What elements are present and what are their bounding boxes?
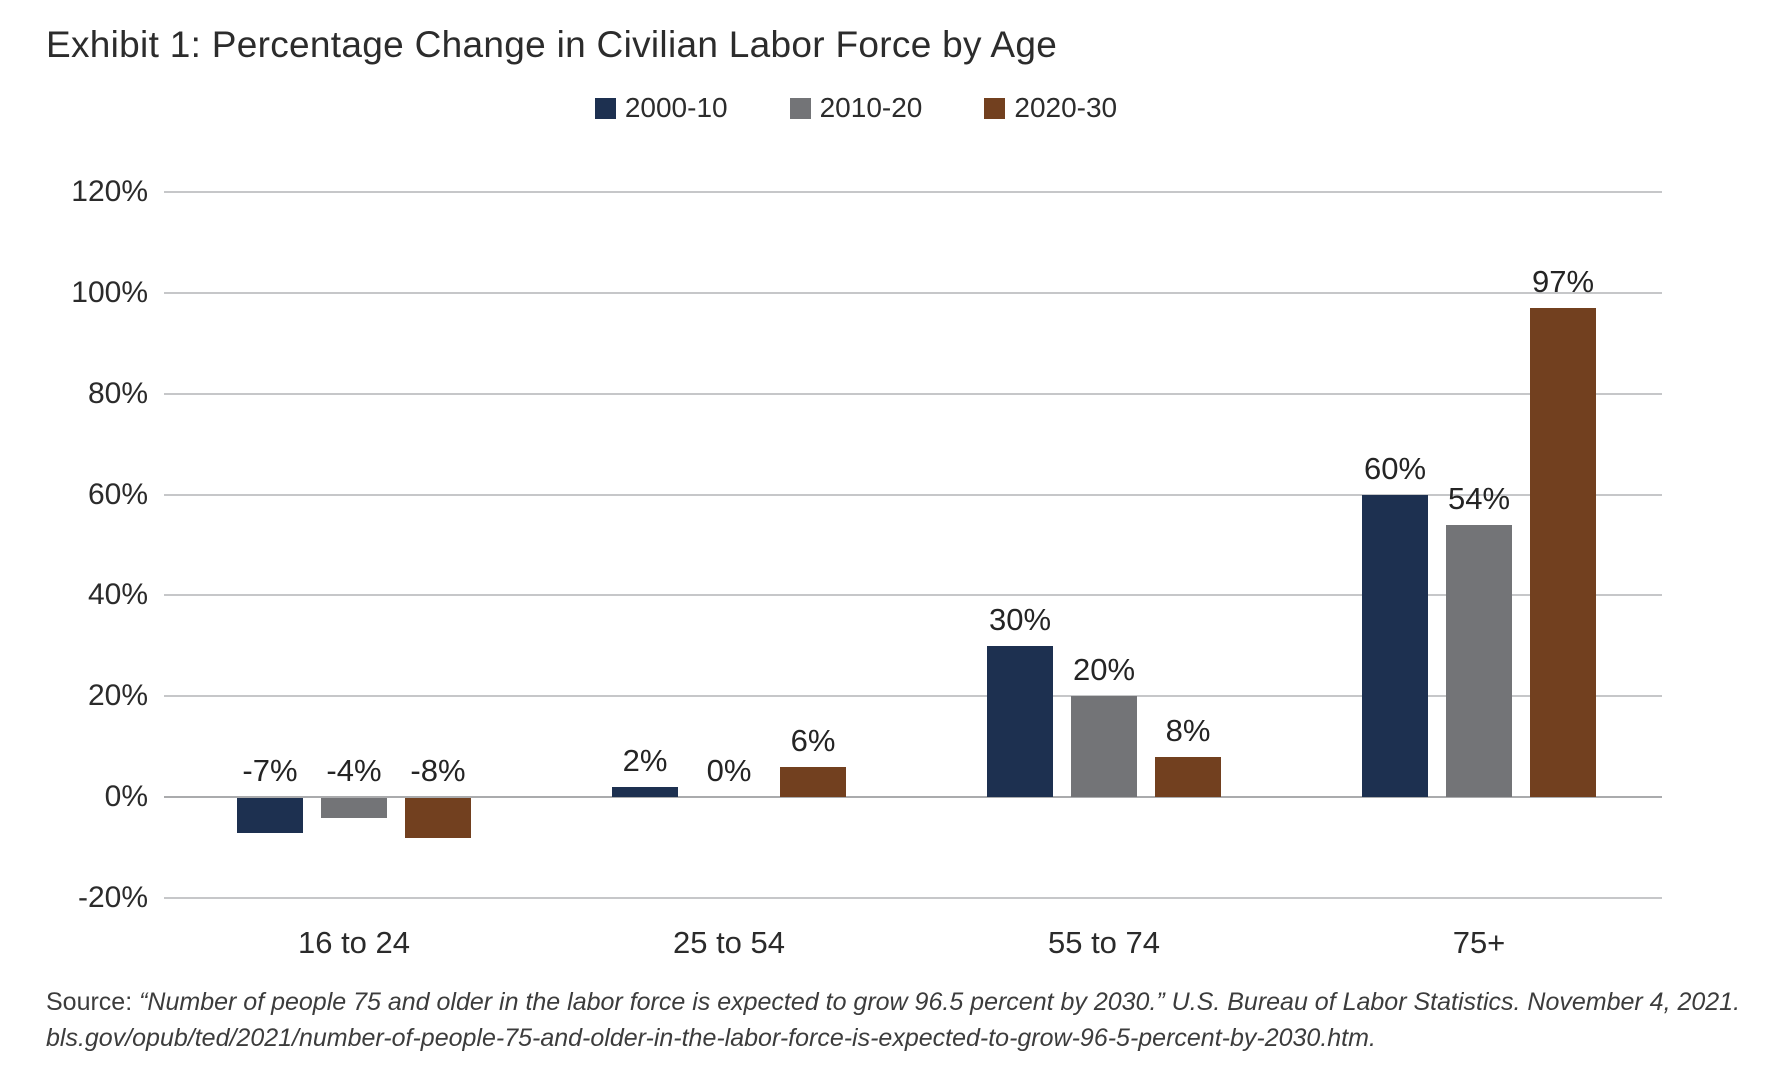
legend-item-2010-20: 2010-20: [789, 92, 923, 124]
bar-2020-30-75+: [1530, 308, 1596, 797]
bar-value-label: -4%: [326, 753, 382, 788]
bar-value-label: -7%: [242, 753, 298, 788]
legend-item-2020-30: 2020-30: [984, 92, 1117, 124]
chart-legend: 2000-10 2010-20 2020-30: [150, 92, 1562, 124]
gridline-40: [164, 594, 1662, 597]
gridline--20: [164, 896, 1662, 899]
bar-2000-10-16 to 24: [237, 798, 303, 833]
legend-label: 2020-30: [1014, 92, 1118, 123]
legend-swatch-icon: [984, 97, 1006, 119]
bar-2020-30-55 to 74: [1155, 757, 1221, 797]
bar-value-label: 30%: [988, 602, 1052, 637]
bar-value-label: 20%: [1072, 652, 1136, 687]
y-axis-tick-label: 120%: [71, 175, 148, 209]
legend-label: 2000-10: [624, 92, 728, 123]
y-axis-tick-label: 60%: [87, 477, 148, 511]
gridline-60: [164, 493, 1662, 496]
gridline-100: [164, 292, 1662, 294]
bar-value-label: 60%: [1363, 451, 1427, 486]
bar-2010-20-16 to 24: [321, 798, 387, 818]
bar-2020-30-16 to 24: [405, 798, 471, 838]
x-axis-category-label: 16 to 24: [297, 925, 411, 960]
bar-value-label: 8%: [1165, 713, 1211, 748]
y-axis-tick-label: 0%: [104, 780, 148, 813]
y-axis-tick-label: 100%: [71, 276, 148, 309]
legend-item-2000-10: 2000-10: [594, 92, 728, 124]
x-axis-category-label: 55 to 74: [1047, 925, 1161, 960]
bar-value-label: -8%: [410, 753, 466, 788]
chart-title: Exhibit 1: Percentage Change in Civilian…: [46, 24, 1058, 65]
bar-value-label: 6%: [790, 723, 836, 758]
bar-value-label: 0%: [706, 753, 752, 788]
bar-value-label: 54%: [1447, 481, 1511, 516]
source-note: Source: “Number of people 75 and older i…: [46, 984, 1740, 1056]
legend-swatch-icon: [594, 97, 616, 119]
source-line-1: Source: “Number of people 75 and older i…: [46, 984, 1740, 1020]
bar-2020-30-25 to 54: [780, 767, 846, 797]
gridline-80: [164, 392, 1662, 395]
gridline-20: [164, 695, 1662, 698]
bar-2000-10-25 to 54: [612, 787, 678, 797]
gridline-120: [164, 191, 1662, 194]
bar-value-label: 97%: [1531, 264, 1595, 299]
y-axis-tick-label: 20%: [87, 679, 148, 713]
y-axis-tick-label: 40%: [87, 578, 148, 612]
bar-2010-20-55 to 74: [1071, 696, 1137, 797]
source-prefix: Source:: [46, 988, 140, 1016]
bar-2000-10-75+: [1362, 495, 1428, 797]
source-citation: “Number of people 75 and older in the la…: [139, 988, 1741, 1016]
source-line-2: bls.gov/opub/ted/2021/number-of-people-7…: [46, 1024, 1376, 1052]
legend-swatch-icon: [789, 97, 811, 119]
bar-2000-10-55 to 74: [987, 646, 1053, 797]
x-axis-category-label: 75+: [1452, 925, 1506, 960]
bar-2010-20-75+: [1446, 525, 1512, 797]
legend-label: 2010-20: [819, 92, 923, 123]
gridline-0: [164, 796, 1662, 798]
x-axis-category-label: 25 to 54: [672, 925, 786, 960]
y-axis-tick-label: -20%: [77, 880, 148, 914]
y-axis-tick-label: 80%: [87, 376, 148, 410]
bar-value-label: 2%: [622, 743, 668, 778]
